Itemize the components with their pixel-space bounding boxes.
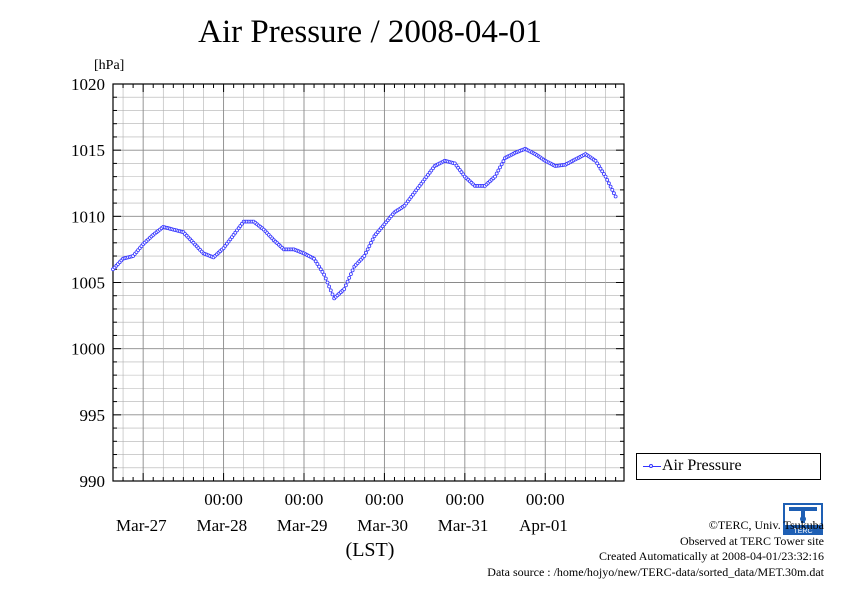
data-point: [315, 262, 320, 266]
data-point: [598, 166, 603, 171]
data-point: [501, 159, 506, 164]
data-point: [612, 191, 616, 196]
data-point: [322, 272, 327, 277]
data-point: [499, 162, 504, 167]
x-tick-date-label: Mar-30: [357, 516, 408, 535]
x-tick-time-label: 00:00: [526, 490, 565, 509]
data-point: [317, 264, 322, 269]
x-tick-date-label: Mar-28: [196, 516, 247, 535]
data-point: [345, 279, 350, 284]
x-tick-time-label: 00:00: [445, 490, 484, 509]
y-tick-label: 1015: [71, 141, 105, 160]
data-point: [342, 287, 347, 292]
data-point: [320, 269, 325, 274]
data-point: [328, 288, 333, 293]
x-tick-date-label: Mar-29: [277, 516, 328, 535]
credit-source: Data source : /home/hojyo/new/TERC-data/…: [487, 564, 824, 579]
data-point: [318, 267, 323, 272]
x-tick-time-label: 00:00: [365, 490, 404, 509]
data-point: [370, 237, 375, 242]
data-point: [600, 169, 605, 174]
data-point: [603, 174, 608, 179]
data-point: [607, 181, 611, 186]
data-point: [365, 247, 370, 252]
data-point: [312, 256, 316, 261]
axis-labels: 990 995 1000 1005 1010 1015 1020 [hPa] 00:00 00:0…: [71, 58, 568, 561]
data-point: [494, 171, 499, 176]
data-point: [605, 177, 610, 182]
credit-site: Observed at TERC Tower site: [679, 533, 824, 548]
data-point: [369, 240, 373, 245]
data-point: [323, 276, 328, 281]
y-axis-label: [hPa]: [94, 58, 124, 73]
y-tick-label: 990: [80, 472, 106, 491]
x-tick-time-label: 00:00: [204, 490, 243, 509]
grid-lines: [113, 84, 624, 481]
x-tick-date-label: Apr-01: [519, 516, 568, 535]
credit-copyright: ©TERC, Univ. Tsukuba: [708, 518, 824, 532]
data-point: [313, 259, 318, 264]
data-point: [348, 272, 353, 277]
data-point: [493, 174, 497, 179]
data-point: [613, 194, 618, 199]
legend-marker: [649, 464, 653, 468]
data-point: [343, 283, 348, 288]
y-tick-label: 1005: [71, 274, 105, 293]
data-point: [595, 161, 600, 166]
legend-label: Air Pressure: [662, 457, 742, 474]
y-tick-label: 995: [80, 406, 106, 425]
credits-block: ©TERC, Univ. Tsukuba Observed at TERC To…: [487, 518, 824, 580]
data-point: [597, 164, 601, 168]
data-point: [364, 250, 368, 255]
x-axis-label: (LST): [346, 539, 395, 561]
x-tick-date-label: Mar-31: [438, 516, 489, 535]
credit-created: Created Automatically at 2008-04-01/23:3…: [599, 549, 824, 563]
data-point: [330, 292, 335, 297]
data-point: [608, 184, 613, 189]
data-point: [498, 165, 502, 170]
terc-logo: TERC: [783, 503, 823, 535]
data-point: [327, 284, 332, 289]
logo-text: TERC: [793, 528, 812, 535]
data-point: [610, 187, 615, 192]
x-tick-time-label: 00:00: [285, 490, 324, 509]
y-tick-label: 1010: [71, 207, 105, 226]
legend: Air Pressure: [636, 453, 821, 480]
y-tick-label: 1000: [71, 340, 105, 359]
data-point: [362, 254, 367, 258]
data-point: [496, 168, 501, 173]
data-point: [325, 280, 330, 285]
axes: [112, 83, 625, 482]
data-point: [593, 158, 598, 163]
x-tick-date-label: Mar-27: [116, 516, 167, 535]
series-air-pressure: [111, 146, 618, 301]
y-tick-label: 1020: [71, 75, 105, 94]
data-point: [367, 244, 372, 249]
chart-title: Air Pressure / 2008-04-01: [198, 14, 542, 50]
data-point: [350, 268, 355, 273]
data-point: [602, 172, 606, 176]
data-point: [347, 275, 352, 280]
